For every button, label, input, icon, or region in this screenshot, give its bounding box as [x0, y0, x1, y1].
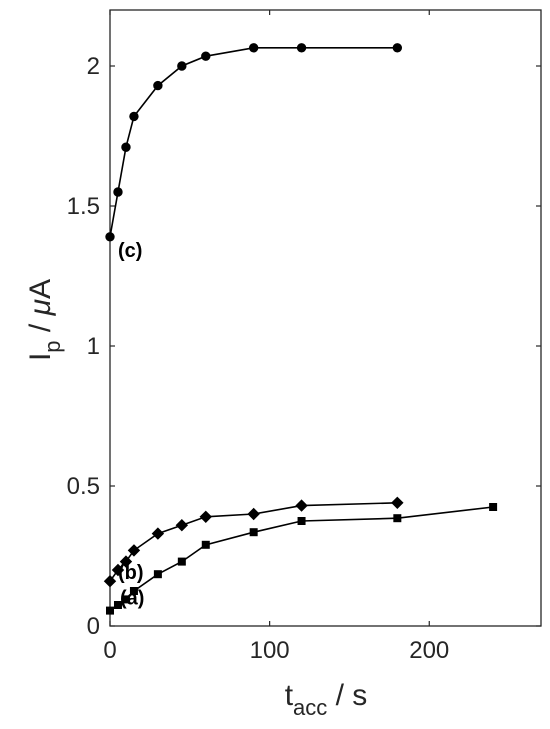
series-label: (b)	[118, 562, 144, 584]
data-point	[111, 563, 125, 577]
plot-area-border	[109, 9, 542, 627]
axes-frame	[109, 9, 542, 627]
x-tick-label: 0	[103, 637, 116, 664]
y-tick-label: 2	[87, 53, 100, 80]
data-point	[177, 61, 187, 71]
data-point	[392, 43, 403, 53]
data-point	[119, 555, 133, 568]
series-2	[103, 496, 404, 588]
data-point	[199, 510, 212, 524]
series-label: (c)	[118, 240, 142, 262]
data-point	[489, 503, 498, 511]
y-axis-label: Ip / μA	[24, 279, 65, 361]
data-point	[121, 595, 130, 604]
x-axis-label: tacc / s	[285, 679, 368, 720]
data-point	[121, 142, 131, 152]
series-label: (a)	[120, 588, 144, 610]
series-3	[105, 43, 403, 242]
data-point	[129, 111, 139, 122]
data-point	[153, 80, 163, 91]
data-point	[297, 517, 306, 525]
data-point	[127, 544, 141, 557]
y-tick-label: 0	[87, 613, 100, 640]
x-tick-label: 100	[250, 637, 290, 664]
data-point	[295, 499, 308, 512]
axis-ticks: 0 100 200 0 0.5 1 1.5 2	[67, 10, 541, 664]
data-point	[113, 187, 123, 197]
data-point	[393, 514, 402, 523]
y-tick-label: 0.5	[67, 473, 100, 500]
data-point	[248, 43, 259, 53]
data-point	[106, 606, 114, 615]
series-labels: (a) (b) (c)	[118, 240, 144, 610]
data-point	[177, 557, 186, 566]
series-1	[106, 503, 498, 615]
data-point	[175, 518, 189, 532]
data-point	[201, 540, 210, 549]
data-point	[105, 232, 115, 242]
y-tick-label: 1	[87, 333, 100, 360]
data-point	[201, 51, 211, 61]
series-line	[109, 502, 398, 582]
data-point	[247, 507, 260, 521]
data-point	[296, 43, 307, 53]
x-tick-label: 200	[409, 637, 449, 664]
series-line	[109, 46, 398, 237]
data-point	[129, 587, 138, 595]
data-point	[153, 570, 162, 579]
data-series	[103, 43, 498, 615]
data-point	[151, 527, 165, 540]
data-point	[391, 496, 404, 510]
data-point	[113, 601, 122, 609]
data-point	[249, 528, 258, 537]
data-point	[103, 574, 117, 588]
y-tick-label: 1.5	[67, 193, 100, 220]
